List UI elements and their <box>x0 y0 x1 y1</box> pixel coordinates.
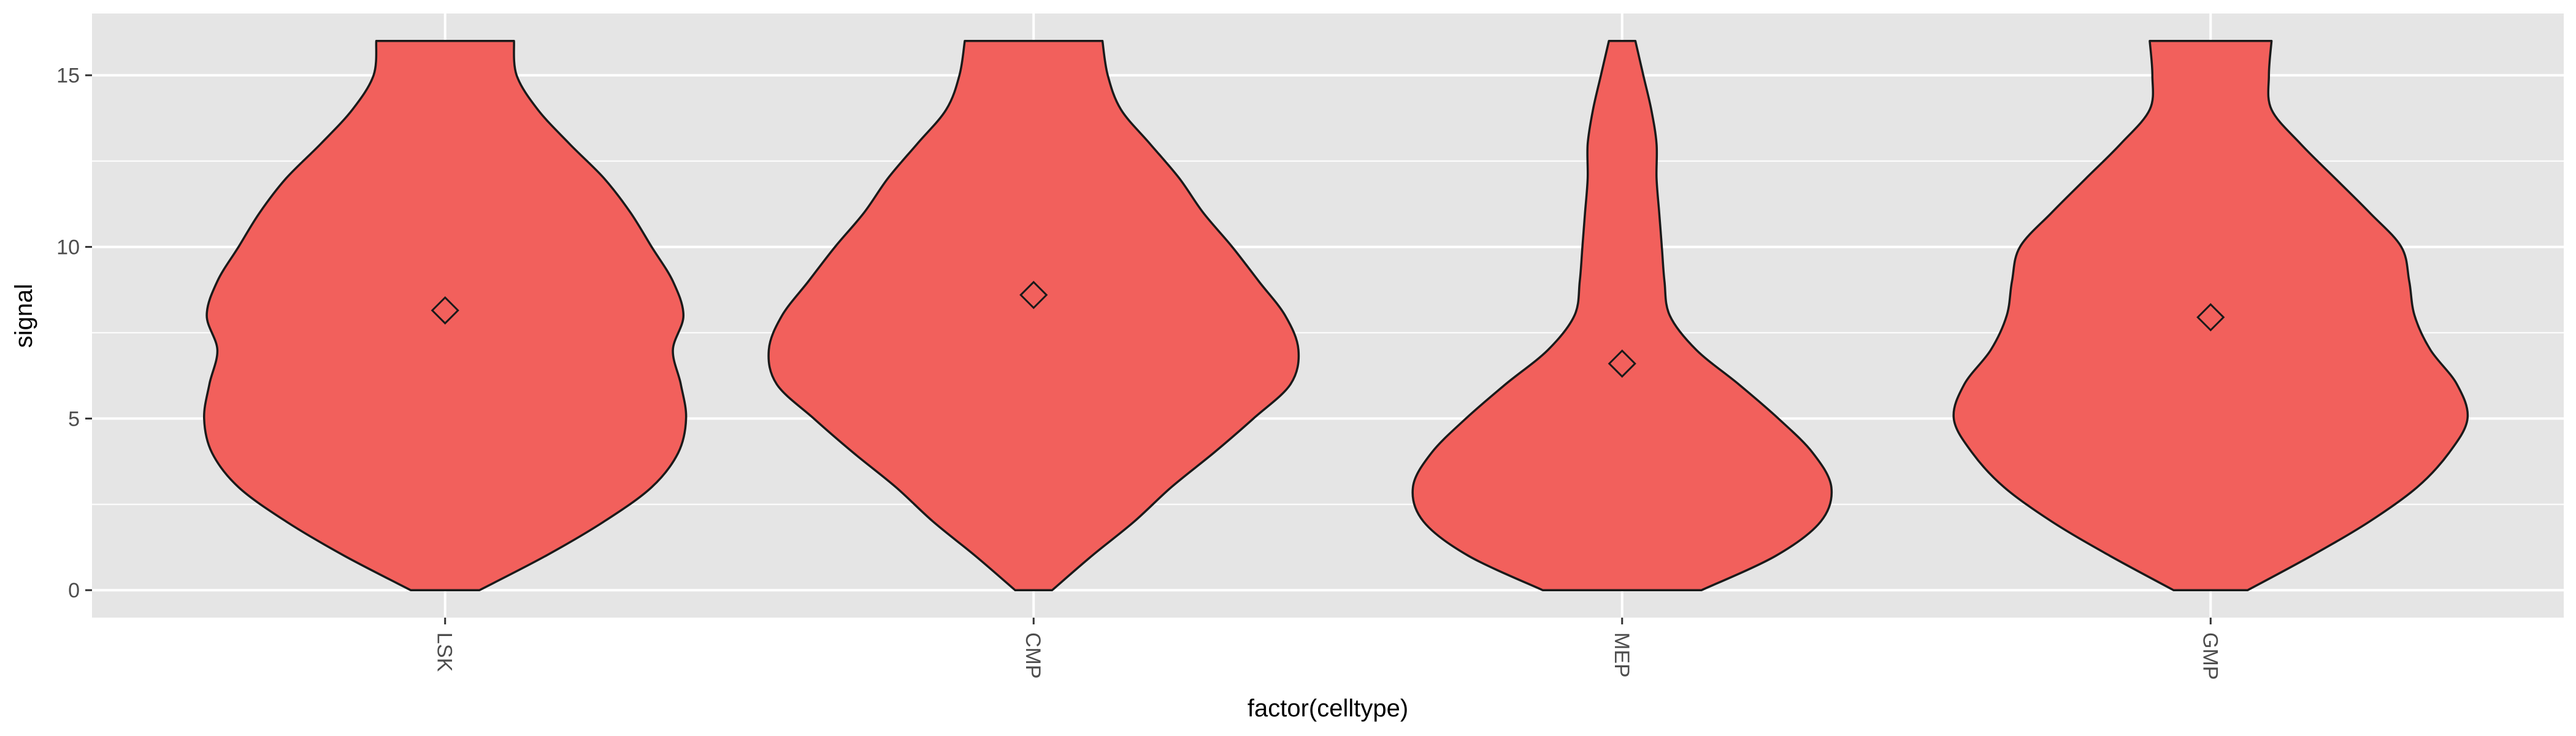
x-tick-label-lsk: LSK <box>433 632 456 672</box>
y-tick-label: 0 <box>68 579 80 602</box>
violin-cmp <box>767 40 1300 591</box>
x-axis-title: factor(celltype) <box>1248 695 1408 722</box>
violin-mep <box>1411 40 1833 591</box>
y-axis: 0 5 10 15 <box>56 64 92 602</box>
x-tick-label-cmp: CMP <box>1021 632 1045 679</box>
y-tick-label: 10 <box>56 236 80 259</box>
y-axis-title: signal <box>10 284 37 348</box>
violin-lsk <box>203 40 688 591</box>
y-tick-label: 5 <box>68 407 80 431</box>
mean-markers <box>431 280 2225 378</box>
x-axis: LSK CMP MEP GMP <box>433 618 2221 680</box>
violin-group <box>203 40 2469 591</box>
y-tick-label: 15 <box>56 64 80 88</box>
mean-marker-cmp <box>1019 280 1048 310</box>
violin-gmp <box>1952 40 2469 591</box>
x-tick-label-mep: MEP <box>1610 632 1633 678</box>
mean-marker-lsk <box>431 296 459 325</box>
x-tick-label-gmp: GMP <box>2198 632 2221 680</box>
mean-marker-mep <box>1608 349 1636 378</box>
mean-marker-gmp <box>2196 303 2225 332</box>
